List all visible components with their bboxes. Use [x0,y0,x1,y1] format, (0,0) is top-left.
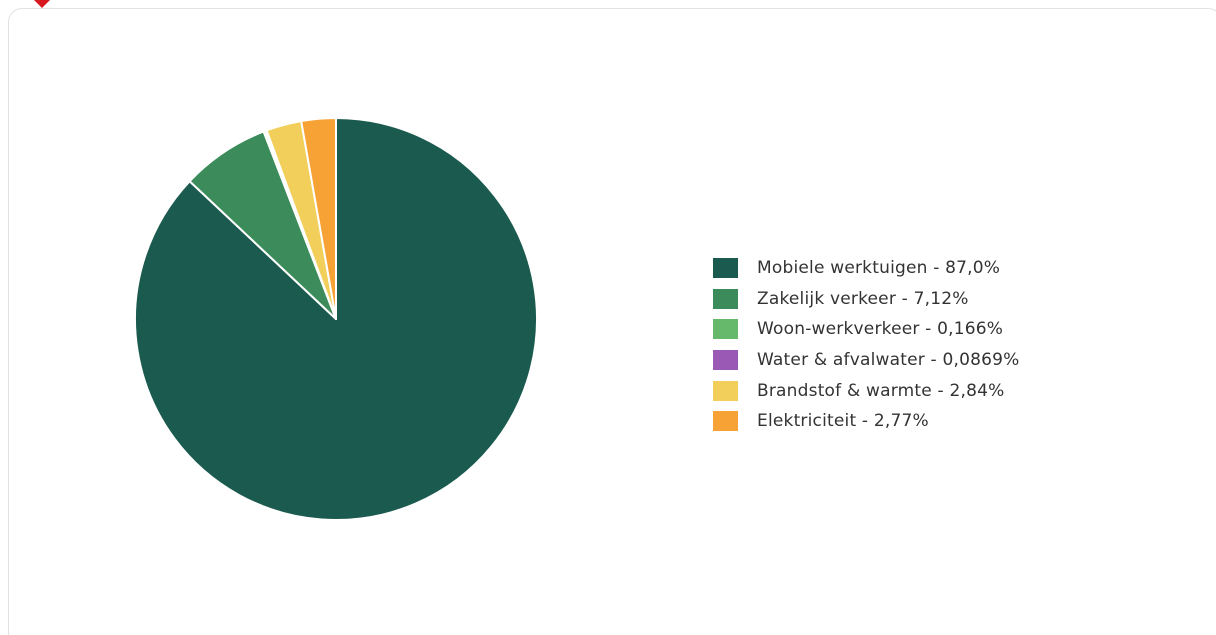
legend-item[interactable]: Mobiele werktuigen - 87,0% [713,253,1020,284]
legend-label: Brandstof & warmte - 2,84% [757,380,1005,401]
legend-item[interactable]: Brandstof & warmte - 2,84% [713,375,1020,406]
legend-label: Mobiele werktuigen - 87,0% [757,258,1001,279]
legend-label: Zakelijk verkeer - 7,12% [757,288,969,309]
legend-swatch [713,258,738,279]
corner-marker-icon [34,0,50,8]
legend-swatch [713,288,738,309]
legend-swatch [713,319,738,340]
legend-label: Woon-werkverkeer - 0,166% [757,319,1004,340]
legend-label: Water & afvalwater - 0,0869% [757,350,1020,371]
corner-marker-shape [34,0,50,8]
legend-item[interactable]: Elektriciteit - 2,77% [713,406,1020,437]
pie-chart[interactable] [9,9,609,629]
legend-item[interactable]: Zakelijk verkeer - 7,12% [713,284,1020,315]
chart-card: Mobiele werktuigen - 87,0% Zakelijk verke… [8,8,1216,635]
chart-legend: Mobiele werktuigen - 87,0% Zakelijk verke… [713,253,1020,437]
pie-slice-6[interactable] [300,117,337,320]
legend-item[interactable]: Water & afvalwater - 0,0869% [713,345,1020,376]
legend-swatch [713,411,738,432]
legend-label: Elektriciteit - 2,77% [757,411,929,432]
legend-swatch [713,380,738,401]
legend-swatch [713,350,738,371]
legend-item[interactable]: Woon-werkverkeer - 0,166% [713,314,1020,345]
